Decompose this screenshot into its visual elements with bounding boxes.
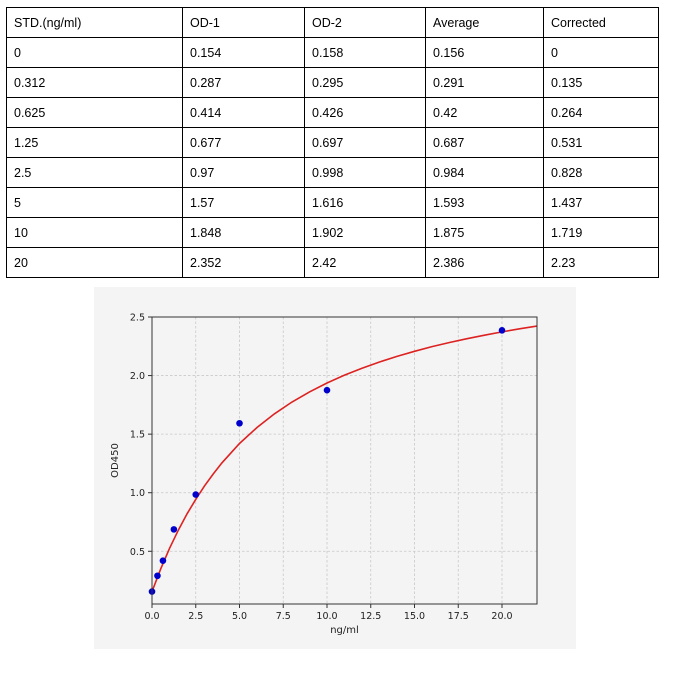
cell-std: 20 xyxy=(6,247,183,278)
table-row: 0 0.154 0.158 0.156 0 xyxy=(6,37,659,68)
data-point xyxy=(159,557,167,564)
y-tick-label: 0.5 xyxy=(130,547,145,558)
cell-average: 0.156 xyxy=(425,37,544,68)
cell-corrected: 1.719 xyxy=(543,217,659,248)
cell-std: 0.312 xyxy=(6,67,183,98)
y-axis-label: OD450 xyxy=(110,443,121,478)
cell-od1: 1.57 xyxy=(182,187,305,218)
cell-od1: 0.97 xyxy=(182,157,305,188)
cell-od2: 1.902 xyxy=(304,217,426,248)
cell-std: 2.5 xyxy=(6,157,183,188)
x-tick-label: 20.0 xyxy=(491,611,512,622)
y-tick-label: 2.5 xyxy=(130,313,145,324)
table-row: 1.25 0.677 0.697 0.687 0.531 xyxy=(6,127,659,158)
table-row: 0.312 0.287 0.295 0.291 0.135 xyxy=(6,67,659,98)
y-tick-label: 1.5 xyxy=(130,430,145,441)
cell-average: 0.984 xyxy=(425,157,544,188)
data-point xyxy=(236,419,243,427)
cell-std: 5 xyxy=(6,187,183,218)
table-row: 2.5 0.97 0.998 0.984 0.828 xyxy=(6,157,659,188)
data-point xyxy=(154,572,161,580)
y-tick-label: 1.0 xyxy=(130,488,145,499)
cell-od1: 0.677 xyxy=(182,127,305,158)
cell-corrected: 1.437 xyxy=(543,187,659,218)
cell-od2: 1.616 xyxy=(304,187,426,218)
standard-curve-table: STD.(ng/ml) OD-1 OD-2 Average Corrected … xyxy=(6,7,659,278)
cell-corrected: 0.264 xyxy=(543,97,659,128)
data-point xyxy=(170,526,178,533)
data-point xyxy=(192,491,200,498)
cell-corrected: 0.135 xyxy=(543,67,659,98)
cell-od2: 0.158 xyxy=(304,37,426,68)
x-tick-label: 7.5 xyxy=(276,611,291,622)
cell-corrected: 0.531 xyxy=(543,127,659,158)
cell-std: 1.25 xyxy=(6,127,183,158)
fit-curve xyxy=(152,325,537,592)
cell-average: 0.291 xyxy=(425,67,544,98)
cell-corrected: 0.828 xyxy=(543,157,659,188)
cell-std: 0.625 xyxy=(6,97,183,128)
x-tick-label: 2.5 xyxy=(188,611,203,622)
header-od-1: OD-1 xyxy=(182,7,305,38)
header-average: Average xyxy=(425,7,544,38)
cell-od2: 0.998 xyxy=(304,157,426,188)
cell-average: 0.42 xyxy=(425,97,544,128)
data-points-layer xyxy=(148,327,506,595)
cell-od1: 0.154 xyxy=(182,37,305,68)
cell-average: 2.386 xyxy=(425,247,544,278)
plot-frame xyxy=(151,316,538,605)
table-row: 0.625 0.414 0.426 0.42 0.264 xyxy=(6,97,659,128)
cell-od2: 0.697 xyxy=(304,127,426,158)
x-tick-label: 17.5 xyxy=(448,611,469,622)
x-tick-label: 0.0 xyxy=(144,611,159,622)
header-corrected: Corrected xyxy=(543,7,659,38)
y-tick-label: 2.0 xyxy=(130,371,145,382)
cell-std: 10 xyxy=(6,217,183,248)
cell-od1: 2.352 xyxy=(182,247,305,278)
cell-od1: 0.414 xyxy=(182,97,305,128)
x-tick-label: 5.0 xyxy=(232,611,247,622)
cell-od1: 0.287 xyxy=(182,67,305,98)
data-point xyxy=(323,386,331,394)
header-std-concentration: STD.(ng/ml) xyxy=(6,7,183,38)
standard-curve-chart: 0.0 2.5 5.0 7.5 10.0 12.5 15.0 17.5 20.0 0.5 1.0 1.… xyxy=(110,313,538,636)
cell-average: 0.687 xyxy=(425,127,544,158)
table-header-row: STD.(ng/ml) OD-1 OD-2 Average Corrected xyxy=(6,7,659,38)
data-point xyxy=(498,327,506,334)
cell-corrected: 2.23 xyxy=(543,247,659,278)
axis-ticks: 0.0 2.5 5.0 7.5 10.0 12.5 15.0 17.5 20.0 0.5 1.0 1.… xyxy=(130,313,513,623)
header-od-2: OD-2 xyxy=(304,7,426,38)
x-tick-label: 15.0 xyxy=(404,611,425,622)
cell-average: 1.593 xyxy=(425,187,544,218)
cell-od2: 2.42 xyxy=(304,247,426,278)
table-row: 20 2.352 2.42 2.386 2.23 xyxy=(6,247,659,278)
standard-curve-chart-panel: 0.0 2.5 5.0 7.5 10.0 12.5 15.0 17.5 20.0 0.5 1.0 1.… xyxy=(94,287,576,649)
table-row: 10 1.848 1.902 1.875 1.719 xyxy=(6,217,659,248)
chart-grid xyxy=(151,316,537,604)
cell-corrected: 0 xyxy=(543,37,659,68)
cell-average: 1.875 xyxy=(425,217,544,248)
x-tick-label: 10.0 xyxy=(316,611,337,622)
x-tick-label: 12.5 xyxy=(360,611,381,622)
cell-od1: 1.848 xyxy=(182,217,305,248)
x-axis-label: ng/ml xyxy=(330,625,359,636)
fit-curve-layer xyxy=(152,325,537,592)
cell-od2: 0.426 xyxy=(304,97,426,128)
table-row: 5 1.57 1.616 1.593 1.437 xyxy=(6,187,659,218)
cell-od2: 0.295 xyxy=(304,67,426,98)
cell-std: 0 xyxy=(6,37,183,68)
